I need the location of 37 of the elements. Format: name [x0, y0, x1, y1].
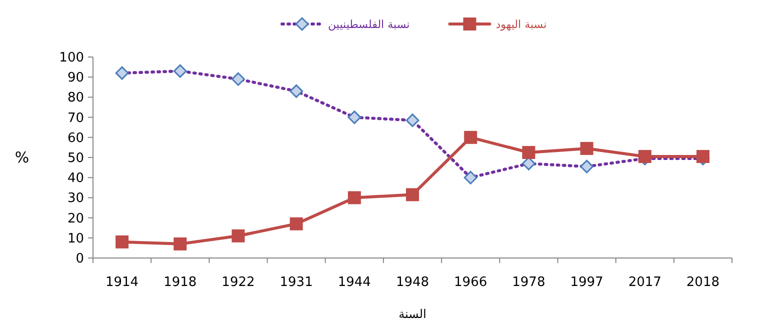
x-axis-title: السنة [398, 307, 426, 321]
x-tick-label: 1978 [512, 275, 546, 290]
y-tick-label: 10 [67, 231, 84, 246]
point [290, 217, 303, 230]
y-tick-label: 90 [67, 70, 84, 86]
x-tick-label: 1966 [454, 275, 488, 290]
point [174, 237, 187, 250]
y-tick-label: 20 [67, 211, 84, 226]
x-tick-label: 1944 [338, 275, 371, 290]
y-tick-label: 0 [76, 252, 84, 266]
y-tick-label: 30 [67, 191, 84, 206]
x-tick-label: 1997 [570, 275, 604, 290]
y-tick-label: 70 [67, 110, 84, 126]
point [580, 142, 594, 155]
x-tick-label: 1948 [396, 275, 430, 290]
point [348, 191, 361, 204]
legend-label: نسبة اليهود [496, 18, 547, 31]
y-tick-label: 50 [67, 151, 84, 166]
point [116, 235, 129, 248]
point [696, 150, 710, 163]
x-tick-label: 1914 [106, 275, 139, 290]
point [464, 130, 478, 144]
x-tick-label: 2018 [686, 275, 720, 290]
point [638, 150, 652, 163]
x-tick-label: 1922 [222, 275, 255, 290]
point [522, 146, 536, 159]
legend-label: نسبة الفلسطينيين [328, 18, 410, 31]
y-tick-label: 60 [67, 130, 84, 146]
x-tick-label: 1931 [280, 275, 313, 290]
point [232, 229, 245, 242]
y-axis-title: % [14, 148, 30, 166]
x-tick-label: 2017 [628, 275, 662, 290]
x-tick-label: 1918 [164, 275, 197, 290]
point [406, 188, 419, 202]
y-tick-label: 80 [67, 90, 84, 106]
y-tick-label: 100 [59, 50, 84, 66]
y-tick-label: 40 [67, 171, 84, 186]
